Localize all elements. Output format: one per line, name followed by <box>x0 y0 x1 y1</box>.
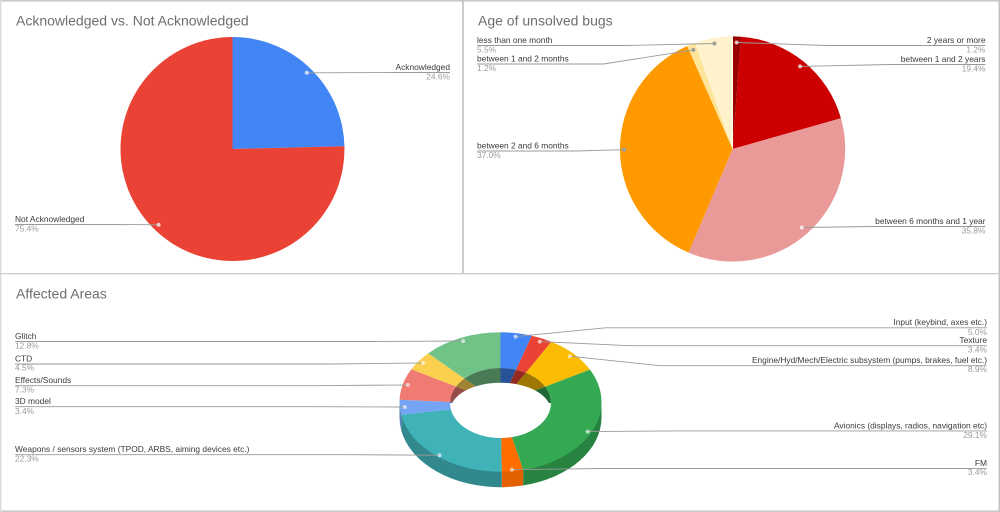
svg-text:3.4%: 3.4% <box>968 467 988 477</box>
svg-text:between 2 and 6 months: between 2 and 6 months <box>477 141 569 151</box>
svg-text:12.8%: 12.8% <box>15 341 39 351</box>
svg-text:Affected Areas: Affected Areas <box>16 286 107 302</box>
svg-text:Glitch: Glitch <box>15 331 37 341</box>
svg-text:between 1 and 2 years: between 1 and 2 years <box>901 54 986 64</box>
svg-text:Age of unsolved bugs: Age of unsolved bugs <box>478 13 613 29</box>
svg-text:35.8%: 35.8% <box>962 226 986 236</box>
svg-text:5.0%: 5.0% <box>968 327 988 337</box>
svg-text:29.1%: 29.1% <box>963 430 987 440</box>
svg-text:3.4%: 3.4% <box>968 344 988 354</box>
svg-text:75.4%: 75.4% <box>15 224 39 234</box>
svg-text:8.9%: 8.9% <box>968 364 988 374</box>
svg-text:3D model: 3D model <box>15 396 51 406</box>
svg-text:Engine/Hyd/Mech/Electric subsy: Engine/Hyd/Mech/Electric subsystem (pump… <box>752 355 987 365</box>
svg-text:CTD: CTD <box>15 354 32 364</box>
svg-text:2 years or more: 2 years or more <box>927 35 986 45</box>
svg-text:7.3%: 7.3% <box>15 385 35 395</box>
svg-text:Acknowledged vs. Not Acknowled: Acknowledged vs. Not Acknowledged <box>16 13 249 29</box>
svg-text:Avionics (displays, radios, na: Avionics (displays, radios, navigation e… <box>834 420 987 430</box>
svg-text:4.5%: 4.5% <box>15 363 35 373</box>
svg-text:Texture: Texture <box>960 335 988 345</box>
svg-text:1.2%: 1.2% <box>966 45 986 55</box>
svg-text:Not Acknowledged: Not Acknowledged <box>15 214 85 224</box>
svg-text:Weapons / sensors system (TPOD: Weapons / sensors system (TPOD, ARBS, ai… <box>15 444 250 454</box>
svg-text:less than one month: less than one month <box>477 35 553 45</box>
svg-text:5.5%: 5.5% <box>477 44 497 54</box>
svg-text:Effects/Sounds: Effects/Sounds <box>15 375 71 385</box>
svg-text:Acknowledged: Acknowledged <box>396 62 451 72</box>
svg-text:24.6%: 24.6% <box>426 72 450 82</box>
svg-text:19.4%: 19.4% <box>962 64 986 74</box>
svg-text:FM: FM <box>975 458 987 468</box>
svg-text:1.2%: 1.2% <box>477 63 497 73</box>
svg-text:22.3%: 22.3% <box>15 454 39 464</box>
svg-text:between 6 months and 1 year: between 6 months and 1 year <box>875 216 986 226</box>
svg-text:3.4%: 3.4% <box>15 406 35 416</box>
svg-text:37.0%: 37.0% <box>477 150 501 160</box>
svg-text:Input (keybind, axes etc.): Input (keybind, axes etc.) <box>893 317 987 327</box>
svg-text:between 1 and 2 months: between 1 and 2 months <box>477 54 569 64</box>
